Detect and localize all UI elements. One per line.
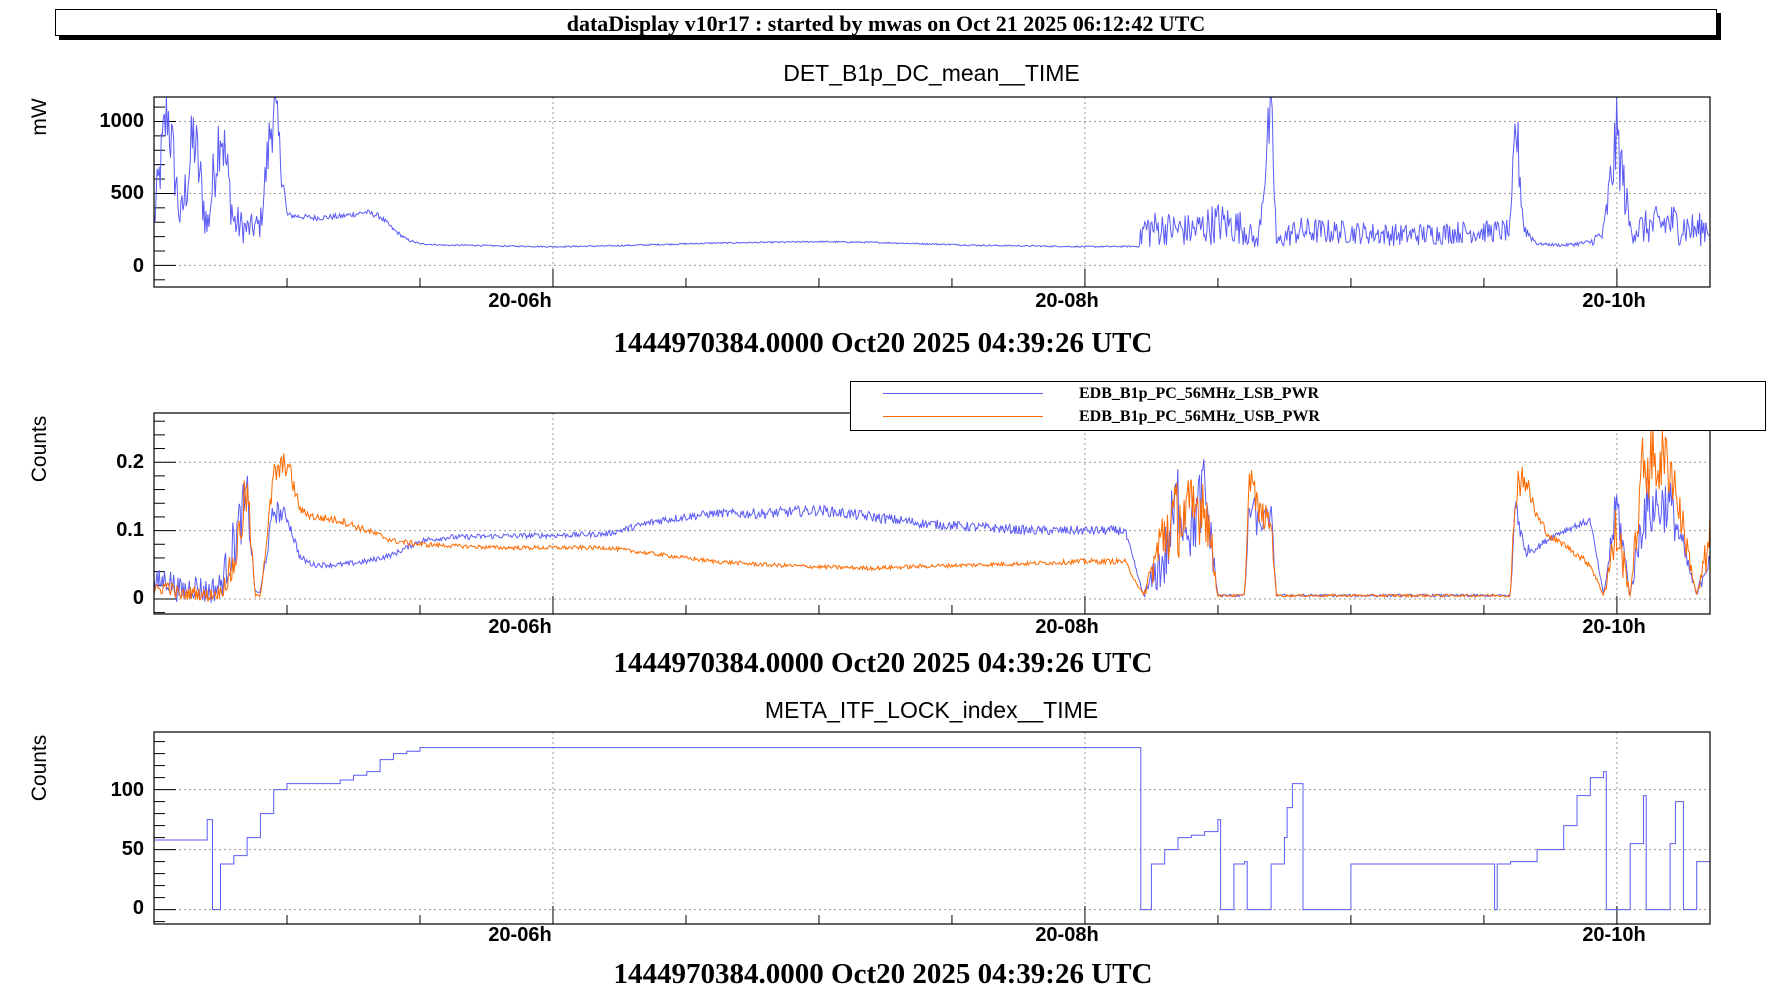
- panel-2-ylabel: Counts: [28, 415, 51, 483]
- panel-3-xtick-0: 20-06h: [488, 924, 552, 946]
- panel-3-frame: [153, 731, 1711, 925]
- panel-3-series-1-line: [154, 747, 1711, 911]
- legend-entry-usb: EDB_B1p_PC_56MHz_USB_PWR: [851, 406, 1765, 428]
- panel-2-ytick-2: 0.2: [116, 451, 144, 473]
- panel-2-legend: EDB_B1p_PC_56MHz_LSB_PWR EDB_B1p_PC_56MH…: [850, 381, 1766, 431]
- panel-2-x-caption: 1444970384.0000 Oct20 2025 04:39:26 UTC: [613, 647, 1153, 679]
- panel-2-xtick-0: 20-06h: [488, 616, 552, 638]
- panel-3-plot: [153, 731, 1711, 925]
- panel-2-xtick-2: 20-10h: [1582, 616, 1646, 638]
- panel-1-ytick-2: 1000: [99, 110, 145, 132]
- legend-line-usb: [883, 416, 1043, 417]
- legend-label-usb: EDB_B1p_PC_56MHz_USB_PWR: [1079, 408, 1320, 425]
- panel-2-xtick-1: 20-08h: [1035, 616, 1099, 638]
- panel-2-series-2-line: [153, 425, 1711, 602]
- panel-1-ytick-0: 0: [132, 255, 144, 277]
- panel-1-x-caption: 1444970384.0000 Oct20 2025 04:39:26 UTC: [613, 327, 1153, 359]
- panel-3-ytick-1: 50: [121, 838, 144, 860]
- app-title-banner: dataDisplay v10r17 : started by mwas on …: [55, 9, 1717, 36]
- panel-1-xtick-1: 20-08h: [1035, 290, 1099, 312]
- legend-entry-lsb: EDB_B1p_PC_56MHz_LSB_PWR: [851, 383, 1765, 405]
- panel-1-title: DET_B1p_DC_mean__TIME: [783, 60, 1080, 86]
- panel-3-title: META_ITF_LOCK_index__TIME: [764, 697, 1099, 723]
- panel-3-xtick-2: 20-10h: [1582, 924, 1646, 946]
- panel-1-xtick-0: 20-06h: [488, 290, 552, 312]
- panel-1-xtick-2: 20-10h: [1582, 290, 1646, 312]
- panel-1-frame: [153, 96, 1711, 288]
- panel-1-ylabel: mW: [28, 98, 51, 136]
- panel-1-ytick-1: 500: [110, 182, 144, 204]
- panel-2-series-1-line: [153, 459, 1711, 603]
- panel-1-series-1-line: [153, 96, 1711, 248]
- panel-2-ytick-0: 0: [132, 587, 144, 609]
- panel-3-x-caption: 1444970384.0000 Oct20 2025 04:39:26 UTC: [613, 958, 1153, 990]
- panel-2-ytick-1: 0.1: [116, 519, 144, 541]
- panel-2-plot: [153, 412, 1711, 615]
- legend-line-lsb: [883, 393, 1043, 394]
- panel-3-xtick-1: 20-08h: [1035, 924, 1099, 946]
- panel-2-frame: [153, 412, 1711, 615]
- panel-1-plot: [153, 96, 1711, 288]
- legend-label-lsb: EDB_B1p_PC_56MHz_LSB_PWR: [1079, 385, 1320, 402]
- panel-3-ytick-2: 100: [110, 779, 144, 801]
- panel-3-ytick-0: 0: [132, 897, 144, 919]
- panel-3-ylabel: Counts: [28, 734, 51, 802]
